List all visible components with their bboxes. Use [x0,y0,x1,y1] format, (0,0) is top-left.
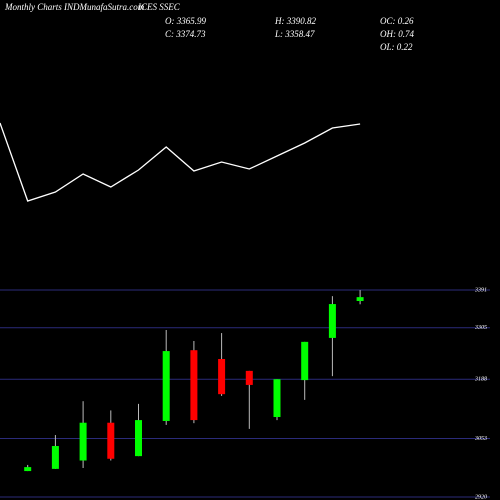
line [0,122,361,202]
candle-body [135,420,142,457]
stat: O: 3365.99 [165,16,206,26]
stat: C: 3374.73 [165,29,206,39]
candle-body [79,422,87,461]
candle-body [356,297,364,301]
source: Monthly Charts INDMunafaSutra.com [4,2,145,12]
stat: OC: 0.26 [380,16,414,26]
stat: H: 3390.82 [274,16,316,26]
y-tick-label: 2920 [475,494,487,500]
stat: OL: 0.22 [380,42,413,52]
candle-body [51,446,59,469]
y-tick-label: 3053 [474,436,487,442]
candle-body [24,467,32,472]
stat: OH: 0.74 [380,29,414,39]
y-tick-label: 3305 [474,325,487,331]
y-tick-label: 3391 [474,287,487,293]
candle-body [273,379,281,418]
candle-body [162,351,170,421]
stat: L: 3358.47 [274,29,315,39]
candle-body [301,341,309,381]
candle-body [190,350,198,421]
y-tick-label: 3188 [474,377,487,383]
candle-body [245,370,253,385]
candle-body [107,422,115,459]
candle-body [218,359,226,395]
candle-body [328,304,336,338]
symbol: ICES SSEC [137,2,181,12]
